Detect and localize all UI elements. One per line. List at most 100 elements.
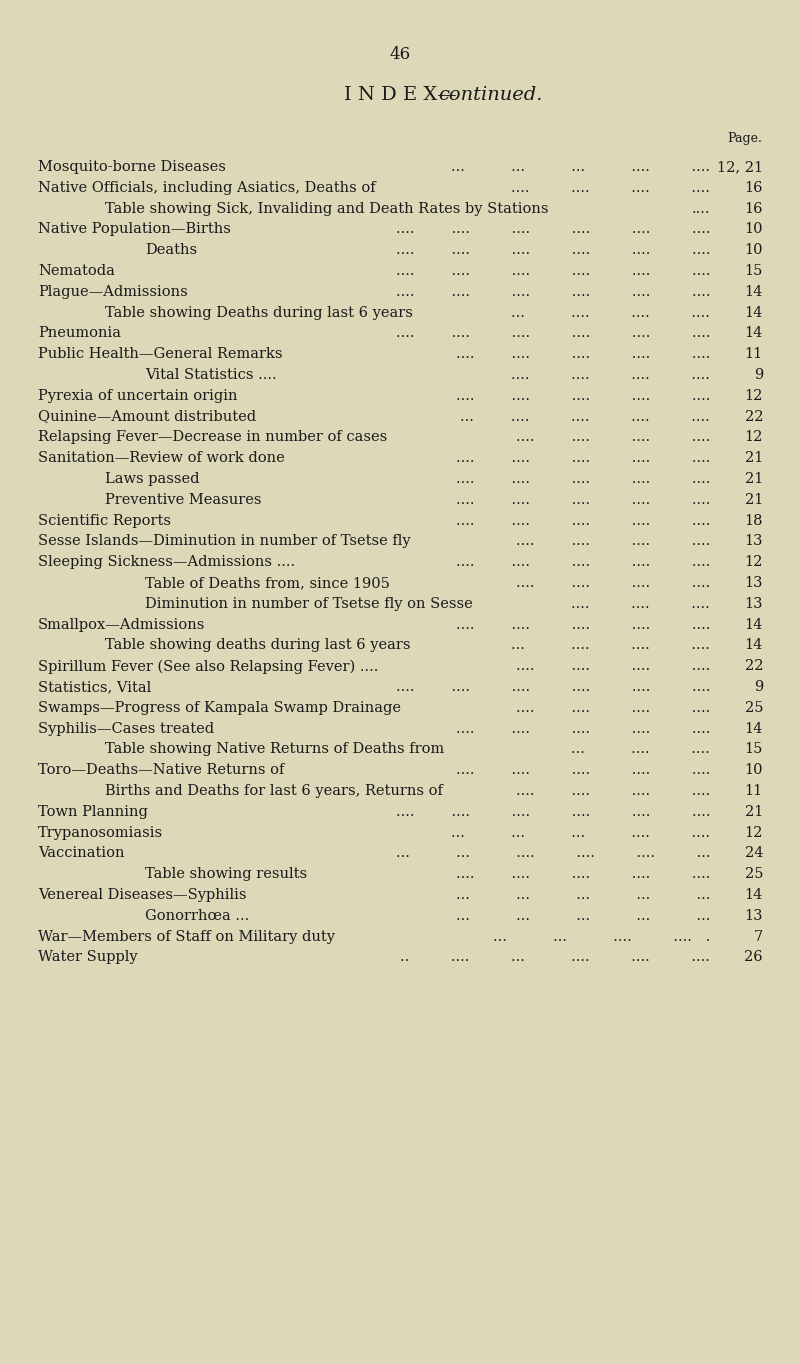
Text: Trypanosomiasis: Trypanosomiasis [38, 825, 163, 840]
Text: 13: 13 [745, 597, 763, 611]
Text: Page.: Page. [727, 132, 762, 145]
Text: 22: 22 [745, 659, 763, 674]
Text: Pneumonia: Pneumonia [38, 326, 121, 341]
Text: ..         ....         ...          ....         ....         ....: .. .... ... .... .... .... [400, 951, 710, 964]
Text: Relapsing Fever—Decrease in number of cases: Relapsing Fever—Decrease in number of ca… [38, 431, 387, 445]
Text: 13: 13 [745, 535, 763, 548]
Text: 14: 14 [745, 306, 763, 319]
Text: ....        ....         ....         ....         ....: .... .... .... .... .... [456, 764, 710, 777]
Text: 9: 9 [754, 368, 763, 382]
Text: 15: 15 [745, 742, 763, 757]
Text: ....        ....         ....         ....         ....         ....: .... .... .... .... .... .... [395, 243, 710, 258]
Text: 11: 11 [745, 348, 763, 361]
Text: ....        ....         ....         ....         ....: .... .... .... .... .... [456, 472, 710, 486]
Text: 10: 10 [745, 243, 763, 258]
Text: Diminution in number of Tsetse fly on Sesse: Diminution in number of Tsetse fly on Se… [145, 597, 473, 611]
Text: 12, 21: 12, 21 [717, 160, 763, 175]
Text: Statistics, Vital: Statistics, Vital [38, 681, 151, 694]
Text: Sleeping Sickness—Admissions ....: Sleeping Sickness—Admissions .... [38, 555, 295, 569]
Text: 21: 21 [745, 492, 763, 507]
Text: 21: 21 [745, 451, 763, 465]
Text: Syphilis—Cases treated: Syphilis—Cases treated [38, 722, 214, 735]
Text: ....         ....         ....: .... .... .... [571, 597, 710, 611]
Text: ...          ....         ....         ....: ... .... .... .... [511, 638, 710, 652]
Text: 14: 14 [745, 285, 763, 299]
Text: Table showing Deaths during last 6 years: Table showing Deaths during last 6 years [105, 306, 413, 319]
Text: ....        ....         ....         ....         ....         ....: .... .... .... .... .... .... [395, 805, 710, 818]
Text: I N D E X—: I N D E X— [344, 86, 456, 104]
Text: ...          ...          ....         ....   .: ... ... .... .... . [493, 930, 710, 944]
Text: 22: 22 [745, 409, 763, 424]
Text: ...          ....         ....: ... .... .... [571, 742, 710, 757]
Text: Venereal Diseases—Syphilis: Venereal Diseases—Syphilis [38, 888, 246, 902]
Text: Swamps—Progress of Kampala Swamp Drainage: Swamps—Progress of Kampala Swamp Drainag… [38, 701, 401, 715]
Text: ...          ...          ....         ....         ....         ...: ... ... .... .... .... ... [395, 847, 710, 861]
Text: ....        ....         ....         ....: .... .... .... .... [516, 431, 710, 445]
Text: ...          ...          ...          ...          ...: ... ... ... ... ... [456, 888, 710, 902]
Text: ....        ....         ....         ....         ....: .... .... .... .... .... [456, 348, 710, 361]
Text: ....        ....         ....         ....         ....: .... .... .... .... .... [456, 451, 710, 465]
Text: Table showing Native Returns of Deaths from: Table showing Native Returns of Deaths f… [105, 742, 444, 757]
Text: Scientific Reports: Scientific Reports [38, 514, 171, 528]
Text: Sesse Islands—Diminution in number of Tsetse fly: Sesse Islands—Diminution in number of Ts… [38, 535, 410, 548]
Text: ....        ....         ....         ....         ....         ....: .... .... .... .... .... .... [395, 265, 710, 278]
Text: 24: 24 [745, 847, 763, 861]
Text: 14: 14 [745, 618, 763, 632]
Text: 10: 10 [745, 764, 763, 777]
Text: Native Officials, including Asiatics, Deaths of: Native Officials, including Asiatics, De… [38, 181, 376, 195]
Text: 13: 13 [745, 908, 763, 923]
Text: Gonorrhœa ...: Gonorrhœa ... [145, 908, 250, 923]
Text: ....        ....         ....         ....         ....: .... .... .... .... .... [456, 722, 710, 735]
Text: ....        ....         ....         ....         ....: .... .... .... .... .... [456, 389, 710, 402]
Text: 14: 14 [745, 638, 763, 652]
Text: ...          ...          ...          ....         ....: ... ... ... .... .... [451, 825, 710, 840]
Text: ....        ....         ....         ....         ....         ....: .... .... .... .... .... .... [395, 326, 710, 341]
Text: 12: 12 [745, 825, 763, 840]
Text: Table showing Sick, Invaliding and Death Rates by Stations: Table showing Sick, Invaliding and Death… [105, 202, 549, 216]
Text: 12: 12 [745, 431, 763, 445]
Text: continued.: continued. [438, 86, 542, 104]
Text: ...          ....         ....         ....: ... .... .... .... [511, 306, 710, 319]
Text: ....        ....         ....         ....: .... .... .... .... [516, 784, 710, 798]
Text: ....        ....         ....         ....: .... .... .... .... [516, 535, 710, 548]
Text: ....        ....         ....         ....         ....: .... .... .... .... .... [456, 618, 710, 632]
Text: Vaccination: Vaccination [38, 847, 125, 861]
Text: Spirillum Fever (See also Relapsing Fever) ....: Spirillum Fever (See also Relapsing Feve… [38, 659, 378, 674]
Text: 21: 21 [745, 805, 763, 818]
Text: Toro—Deaths—Native Returns of: Toro—Deaths—Native Returns of [38, 764, 284, 777]
Text: 11: 11 [745, 784, 763, 798]
Text: Smallpox—Admissions: Smallpox—Admissions [38, 618, 206, 632]
Text: Plague—Admissions: Plague—Admissions [38, 285, 188, 299]
Text: Nematoda: Nematoda [38, 265, 115, 278]
Text: 14: 14 [745, 722, 763, 735]
Text: 15: 15 [745, 265, 763, 278]
Text: Pyrexia of uncertain origin: Pyrexia of uncertain origin [38, 389, 238, 402]
Text: ....        ....         ....         ....         ....: .... .... .... .... .... [456, 555, 710, 569]
Text: ....        ....         ....         ....         ....         ....: .... .... .... .... .... .... [395, 681, 710, 694]
Text: 9: 9 [754, 681, 763, 694]
Text: ....        ....         ....         ....: .... .... .... .... [516, 659, 710, 674]
Text: ....        ....         ....         ....         ....: .... .... .... .... .... [456, 492, 710, 507]
Text: ....        ....         ....         ....         ....         ....: .... .... .... .... .... .... [395, 285, 710, 299]
Text: 12: 12 [745, 389, 763, 402]
Text: Vital Statistics ....: Vital Statistics .... [145, 368, 277, 382]
Text: 14: 14 [745, 888, 763, 902]
Text: ....         ....         ....         ....: .... .... .... .... [511, 368, 710, 382]
Text: Native Population—Births: Native Population—Births [38, 222, 231, 236]
Text: ....        ....         ....         ....         ....: .... .... .... .... .... [456, 868, 710, 881]
Text: Preventive Measures: Preventive Measures [105, 492, 262, 507]
Text: Quinine—Amount distributed: Quinine—Amount distributed [38, 409, 256, 424]
Text: 14: 14 [745, 326, 763, 341]
Text: 16: 16 [745, 181, 763, 195]
Text: 18: 18 [745, 514, 763, 528]
Text: ...        ....         ....         ....         ....: ... .... .... .... .... [460, 409, 710, 424]
Text: ....        ....         ....         ....: .... .... .... .... [516, 576, 710, 591]
Text: Town Planning: Town Planning [38, 805, 148, 818]
Text: 26: 26 [744, 951, 763, 964]
Text: 25: 25 [745, 868, 763, 881]
Text: 12: 12 [745, 555, 763, 569]
Text: Public Health—General Remarks: Public Health—General Remarks [38, 348, 282, 361]
Text: Deaths: Deaths [145, 243, 197, 258]
Text: 16: 16 [745, 202, 763, 216]
Text: 46: 46 [390, 46, 410, 63]
